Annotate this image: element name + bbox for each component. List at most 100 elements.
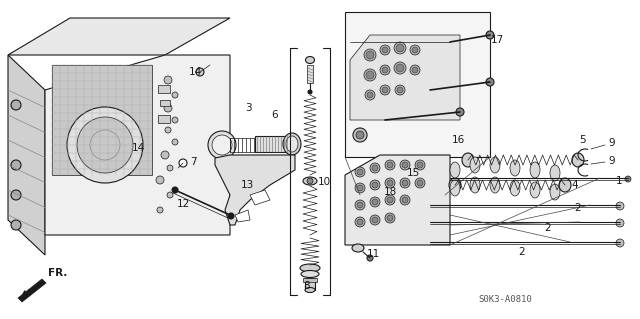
Circle shape [625, 176, 631, 182]
Circle shape [172, 92, 178, 98]
Text: 5: 5 [579, 135, 586, 145]
Circle shape [410, 65, 420, 75]
Circle shape [395, 85, 405, 95]
Circle shape [208, 131, 236, 159]
Circle shape [385, 160, 395, 170]
Bar [230, 138, 255, 152]
Circle shape [367, 255, 373, 261]
Circle shape [402, 162, 408, 168]
Ellipse shape [450, 180, 460, 196]
Circle shape [387, 197, 393, 203]
Circle shape [400, 160, 410, 170]
Text: 11: 11 [366, 249, 380, 259]
Text: 8: 8 [304, 281, 310, 291]
Text: 4: 4 [572, 180, 579, 190]
Text: 1: 1 [616, 176, 622, 186]
Circle shape [172, 187, 178, 193]
Ellipse shape [510, 160, 520, 176]
Text: 3: 3 [244, 103, 252, 113]
Circle shape [387, 162, 393, 168]
Text: 12: 12 [177, 199, 189, 209]
Circle shape [396, 64, 404, 72]
Bar [160, 100, 170, 106]
Circle shape [367, 92, 373, 98]
Circle shape [486, 31, 494, 39]
Ellipse shape [490, 177, 500, 193]
Ellipse shape [559, 178, 571, 192]
Circle shape [412, 47, 418, 53]
Circle shape [165, 127, 171, 133]
Circle shape [370, 163, 380, 173]
Circle shape [357, 185, 363, 191]
Bar [158, 115, 170, 123]
Ellipse shape [572, 153, 584, 167]
Circle shape [372, 217, 378, 223]
Circle shape [355, 183, 365, 193]
Circle shape [167, 192, 173, 198]
Circle shape [616, 202, 624, 210]
Ellipse shape [510, 180, 520, 196]
Circle shape [365, 90, 375, 100]
Circle shape [355, 200, 365, 210]
Text: 6: 6 [272, 110, 278, 120]
Ellipse shape [303, 177, 317, 185]
Ellipse shape [352, 244, 364, 252]
Circle shape [415, 178, 425, 188]
Ellipse shape [305, 287, 315, 293]
Circle shape [382, 47, 388, 53]
Circle shape [172, 139, 178, 145]
Circle shape [372, 165, 378, 171]
Circle shape [372, 182, 378, 188]
Circle shape [417, 180, 423, 186]
Ellipse shape [286, 136, 298, 152]
Text: S0K3-A0810: S0K3-A0810 [478, 295, 532, 305]
Text: 17: 17 [490, 35, 504, 45]
Circle shape [355, 167, 365, 177]
Polygon shape [8, 55, 45, 255]
Bar [52, 65, 152, 175]
Text: 14: 14 [188, 67, 202, 77]
Polygon shape [18, 279, 46, 302]
Circle shape [456, 108, 464, 116]
Polygon shape [250, 190, 270, 205]
Text: 13: 13 [241, 180, 253, 190]
Ellipse shape [530, 182, 540, 198]
Circle shape [410, 45, 420, 55]
Circle shape [357, 169, 363, 175]
Ellipse shape [530, 162, 540, 178]
Polygon shape [8, 18, 230, 55]
Circle shape [387, 180, 393, 186]
Ellipse shape [305, 56, 314, 63]
Ellipse shape [301, 271, 319, 278]
Circle shape [417, 162, 423, 168]
Ellipse shape [241, 176, 255, 184]
Circle shape [355, 217, 365, 227]
Bar [307, 65, 313, 83]
Circle shape [486, 78, 494, 86]
Text: 14: 14 [131, 143, 145, 153]
Circle shape [164, 104, 172, 112]
Circle shape [357, 202, 363, 208]
Circle shape [382, 67, 388, 73]
Circle shape [172, 117, 178, 123]
Circle shape [364, 49, 376, 61]
Text: 10: 10 [317, 177, 331, 187]
Bar [158, 85, 170, 93]
Circle shape [212, 135, 232, 155]
Circle shape [397, 87, 403, 93]
Circle shape [366, 71, 374, 79]
Bar [303, 278, 317, 282]
Text: 7: 7 [189, 157, 196, 167]
Circle shape [353, 128, 367, 142]
Ellipse shape [238, 174, 258, 186]
Circle shape [357, 219, 363, 225]
Circle shape [380, 85, 390, 95]
Circle shape [382, 87, 388, 93]
Circle shape [196, 68, 204, 76]
Circle shape [380, 65, 390, 75]
Text: 2: 2 [518, 247, 525, 257]
Ellipse shape [470, 157, 480, 173]
Circle shape [412, 67, 418, 73]
Text: 15: 15 [406, 168, 420, 178]
Circle shape [164, 76, 172, 84]
